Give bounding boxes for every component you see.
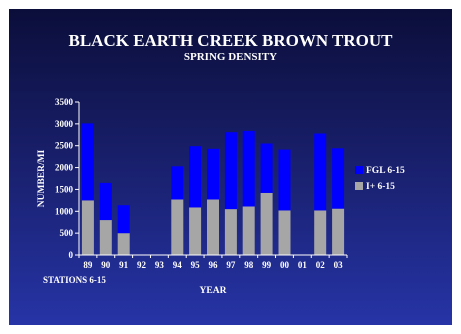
y-tick-label-2000: 2000 <box>55 163 74 173</box>
bar-fgl-6-15-97 <box>224 132 237 210</box>
bar-fgl-6-15-90 <box>99 182 112 221</box>
axes-group: 0 500 1000 1500 2000 2500 3000 3500 89 90 91 92 93 94… <box>37 97 348 296</box>
bar-fgl-6-15-02 <box>314 133 327 211</box>
x-tick-label-94: 94 <box>173 260 183 270</box>
bar-i-6-15-90 <box>99 220 112 255</box>
legend-swatch-fgl-6-15 <box>355 166 363 174</box>
legend-label-fgl-6-15: FGL 6-15 <box>366 166 405 176</box>
legend-label-i-6-15: I+ 6-15 <box>366 182 395 192</box>
chart-subtitle: SPRING DENSITY <box>183 51 278 63</box>
bar-i-6-15-96 <box>207 199 219 255</box>
bar-fgl-6-15-98 <box>242 130 255 207</box>
slide: BLACK EARTH CREEK BROWN TROUT SPRING DEN… <box>9 9 452 325</box>
legend-swatch-i-6-15 <box>355 182 363 190</box>
bars-group <box>81 123 345 255</box>
chart-title: BLACK EARTH CREEK BROWN TROUT <box>68 31 393 50</box>
bar-i-6-15-99 <box>260 192 273 255</box>
legend: FGL 6-15 I+ 6-15 <box>355 166 405 192</box>
bar-i-6-15-00 <box>278 210 291 255</box>
bar-i-6-15-03 <box>332 208 345 255</box>
x-tick-label-93: 93 <box>155 260 165 270</box>
y-tick-label-2500: 2500 <box>55 141 74 151</box>
bar-i-6-15-97 <box>224 209 237 255</box>
x-tick-label-97: 97 <box>226 260 236 270</box>
bar-i-6-15-98 <box>242 206 255 255</box>
bar-fgl-6-15-99 <box>260 143 273 193</box>
y-tick-label-0: 0 <box>69 250 74 260</box>
y-tick-label-3500: 3500 <box>55 97 74 107</box>
stations-note: STATIONS 6-15 <box>43 275 106 285</box>
bar-fgl-6-15-95 <box>189 146 202 208</box>
y-tick-label-500: 500 <box>60 228 74 238</box>
x-tick-label-00: 00 <box>280 260 290 270</box>
x-axis-title: YEAR <box>200 286 227 296</box>
y-tick-label-1000: 1000 <box>55 206 74 216</box>
bar-fgl-6-15-00 <box>278 149 291 211</box>
bar-i-6-15-94 <box>171 199 184 255</box>
x-tick-label-96: 96 <box>209 260 219 270</box>
y-tick-label-1500: 1500 <box>55 184 74 194</box>
x-tick-label-03: 03 <box>334 260 344 270</box>
bar-fgl-6-15-96 <box>207 148 219 200</box>
bar-fgl-6-15-03 <box>332 148 345 209</box>
bar-fgl-6-15-94 <box>171 166 184 200</box>
stacked-bar-chart: 0 500 1000 1500 2000 2500 3000 3500 89 90 91 92 93 94… <box>37 97 405 296</box>
x-tick-label-95: 95 <box>191 260 201 270</box>
x-tick-label-98: 98 <box>244 260 254 270</box>
bar-i-6-15-89 <box>81 200 94 255</box>
x-tick-label-91: 91 <box>119 260 128 270</box>
y-axis-title: NUMBER/MI <box>37 149 47 207</box>
bar-i-6-15-91 <box>117 233 130 255</box>
y-tick-label-3000: 3000 <box>55 119 74 129</box>
bar-i-6-15-02 <box>314 210 327 255</box>
x-tick-label-99: 99 <box>262 260 272 270</box>
bar-fgl-6-15-89 <box>81 123 94 201</box>
x-tick-label-90: 90 <box>101 260 111 270</box>
x-tick-label-92: 92 <box>137 260 147 270</box>
bar-i-6-15-95 <box>189 207 202 255</box>
bar-fgl-6-15-91 <box>117 205 130 234</box>
x-tick-label-02: 02 <box>316 260 326 270</box>
x-tick-label-89: 89 <box>83 260 93 270</box>
x-tick-label-01: 01 <box>298 260 308 270</box>
